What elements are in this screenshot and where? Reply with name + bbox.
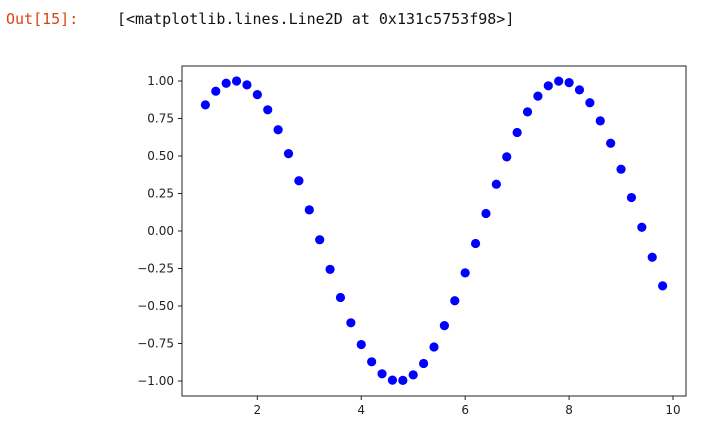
data-point xyxy=(356,339,366,350)
data-point xyxy=(221,78,231,88)
data-point xyxy=(647,252,657,262)
data-point xyxy=(231,76,242,86)
data-point xyxy=(242,80,252,90)
data-point xyxy=(325,264,335,274)
data-point xyxy=(263,105,273,115)
data-point xyxy=(419,358,429,369)
data-point xyxy=(481,208,491,219)
y-tick-label: −0.50 xyxy=(137,299,174,313)
y-tick-label: −0.25 xyxy=(137,262,174,276)
data-point xyxy=(283,149,294,159)
data-point xyxy=(460,268,470,278)
x-tick-label: 6 xyxy=(461,403,469,417)
y-tick-label: 1.00 xyxy=(147,74,174,88)
data-point xyxy=(626,192,637,203)
data-point xyxy=(502,152,512,162)
data-point xyxy=(450,296,460,306)
data-point xyxy=(637,222,647,232)
data-point xyxy=(658,281,668,291)
x-tick-label: 8 xyxy=(565,403,573,417)
data-point xyxy=(470,238,481,249)
data-point xyxy=(294,176,304,186)
output-row: Out[15]: [<matplotlib.lines.Line2D at 0x… xyxy=(0,0,721,50)
x-tick-label: 10 xyxy=(665,403,680,417)
data-point xyxy=(429,342,439,352)
data-point xyxy=(606,138,616,148)
data-point xyxy=(346,318,356,328)
x-tick-label: 4 xyxy=(357,403,365,417)
data-point xyxy=(595,116,605,126)
data-point xyxy=(367,357,377,367)
data-point xyxy=(512,127,522,138)
data-point xyxy=(491,179,501,189)
data-point xyxy=(616,164,626,174)
data-point xyxy=(304,205,314,215)
data-point xyxy=(377,369,387,379)
data-point xyxy=(554,76,564,86)
data-point xyxy=(200,100,210,110)
data-point xyxy=(439,321,449,331)
data-point xyxy=(211,86,221,96)
data-point xyxy=(574,85,585,95)
y-tick-label: 0.25 xyxy=(147,187,174,201)
x-tick-label: 2 xyxy=(254,403,262,417)
data-point xyxy=(252,90,262,100)
data-point xyxy=(273,125,283,135)
data-point xyxy=(533,91,543,101)
y-tick-label: 0.50 xyxy=(147,149,174,163)
data-point xyxy=(585,98,595,108)
output-text: [<matplotlib.lines.Line2D at 0x131c5753f… xyxy=(117,10,515,28)
y-tick-label: 0.00 xyxy=(147,224,174,238)
data-point xyxy=(398,375,408,385)
data-point xyxy=(522,107,533,117)
data-point xyxy=(408,370,418,380)
data-point xyxy=(315,235,325,245)
data-point xyxy=(387,375,398,385)
out-prompt: Out[15]: xyxy=(6,10,79,28)
data-point xyxy=(543,81,553,91)
data-point xyxy=(564,78,574,88)
data-point xyxy=(335,292,346,303)
y-tick-label: −1.00 xyxy=(137,374,174,388)
y-tick-label: −0.75 xyxy=(137,337,174,351)
y-tick-label: 0.75 xyxy=(147,112,174,126)
